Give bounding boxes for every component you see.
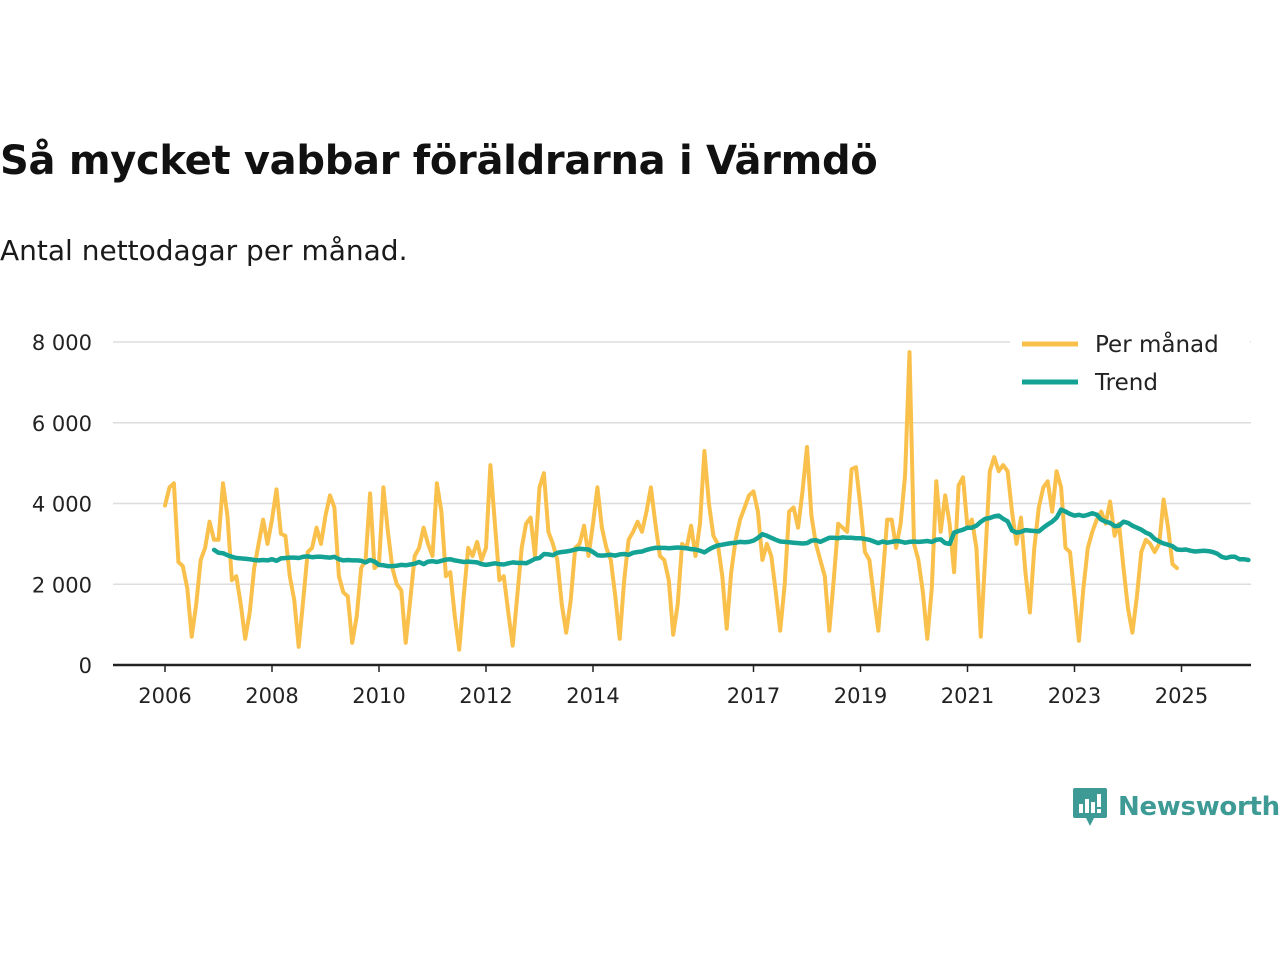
series-lines — [163, 350, 1251, 652]
x-axis-labels: 2006 2008 2010 2012 2014 2017 2019 2021 2023 2025 — [138, 665, 1208, 708]
x-tick-label-2017: 2017 — [727, 684, 780, 708]
y-tick-label-4000: 4 000 — [32, 493, 92, 517]
x-tick-label-2014: 2014 — [566, 684, 619, 708]
y-tick-label-0: 0 — [79, 654, 92, 678]
chart-title: Så mycket vabbar föräldrarna i Värmdö — [0, 138, 878, 184]
x-tick-label-2023: 2023 — [1048, 684, 1101, 708]
y-tick-label-6000: 6 000 — [32, 412, 92, 436]
x-tick-label-2010: 2010 — [352, 684, 405, 708]
x-tick-label-2012: 2012 — [459, 684, 512, 708]
x-tick-label-2019: 2019 — [834, 684, 887, 708]
legend-label-trend: Trend — [1094, 370, 1158, 396]
legend-label-per-manad: Per månad — [1095, 330, 1219, 358]
x-tick-label-2021: 2021 — [941, 684, 994, 708]
newsworthy-logo-text: Newsworthy — [1118, 792, 1280, 822]
series-line-trend — [211, 507, 1251, 569]
y-tick-label-2000: 2 000 — [32, 573, 92, 597]
chart-legend: Per månad Trend — [1010, 322, 1250, 406]
x-tick-label-2025: 2025 — [1155, 684, 1208, 708]
chart-subtitle: Antal nettodagar per månad. — [0, 234, 408, 267]
newsworthy-logo[interactable]: Newsworthy — [1072, 786, 1280, 828]
newsworthy-logo-icon — [1073, 788, 1107, 826]
y-tick-label-8000: 8 000 — [32, 331, 92, 355]
x-tick-label-2006: 2006 — [138, 684, 191, 708]
y-axis-labels: 0 2 000 4 000 6 000 8 000 — [32, 331, 92, 678]
x-tick-label-2008: 2008 — [245, 684, 298, 708]
series-line-per-manad — [163, 350, 1179, 652]
